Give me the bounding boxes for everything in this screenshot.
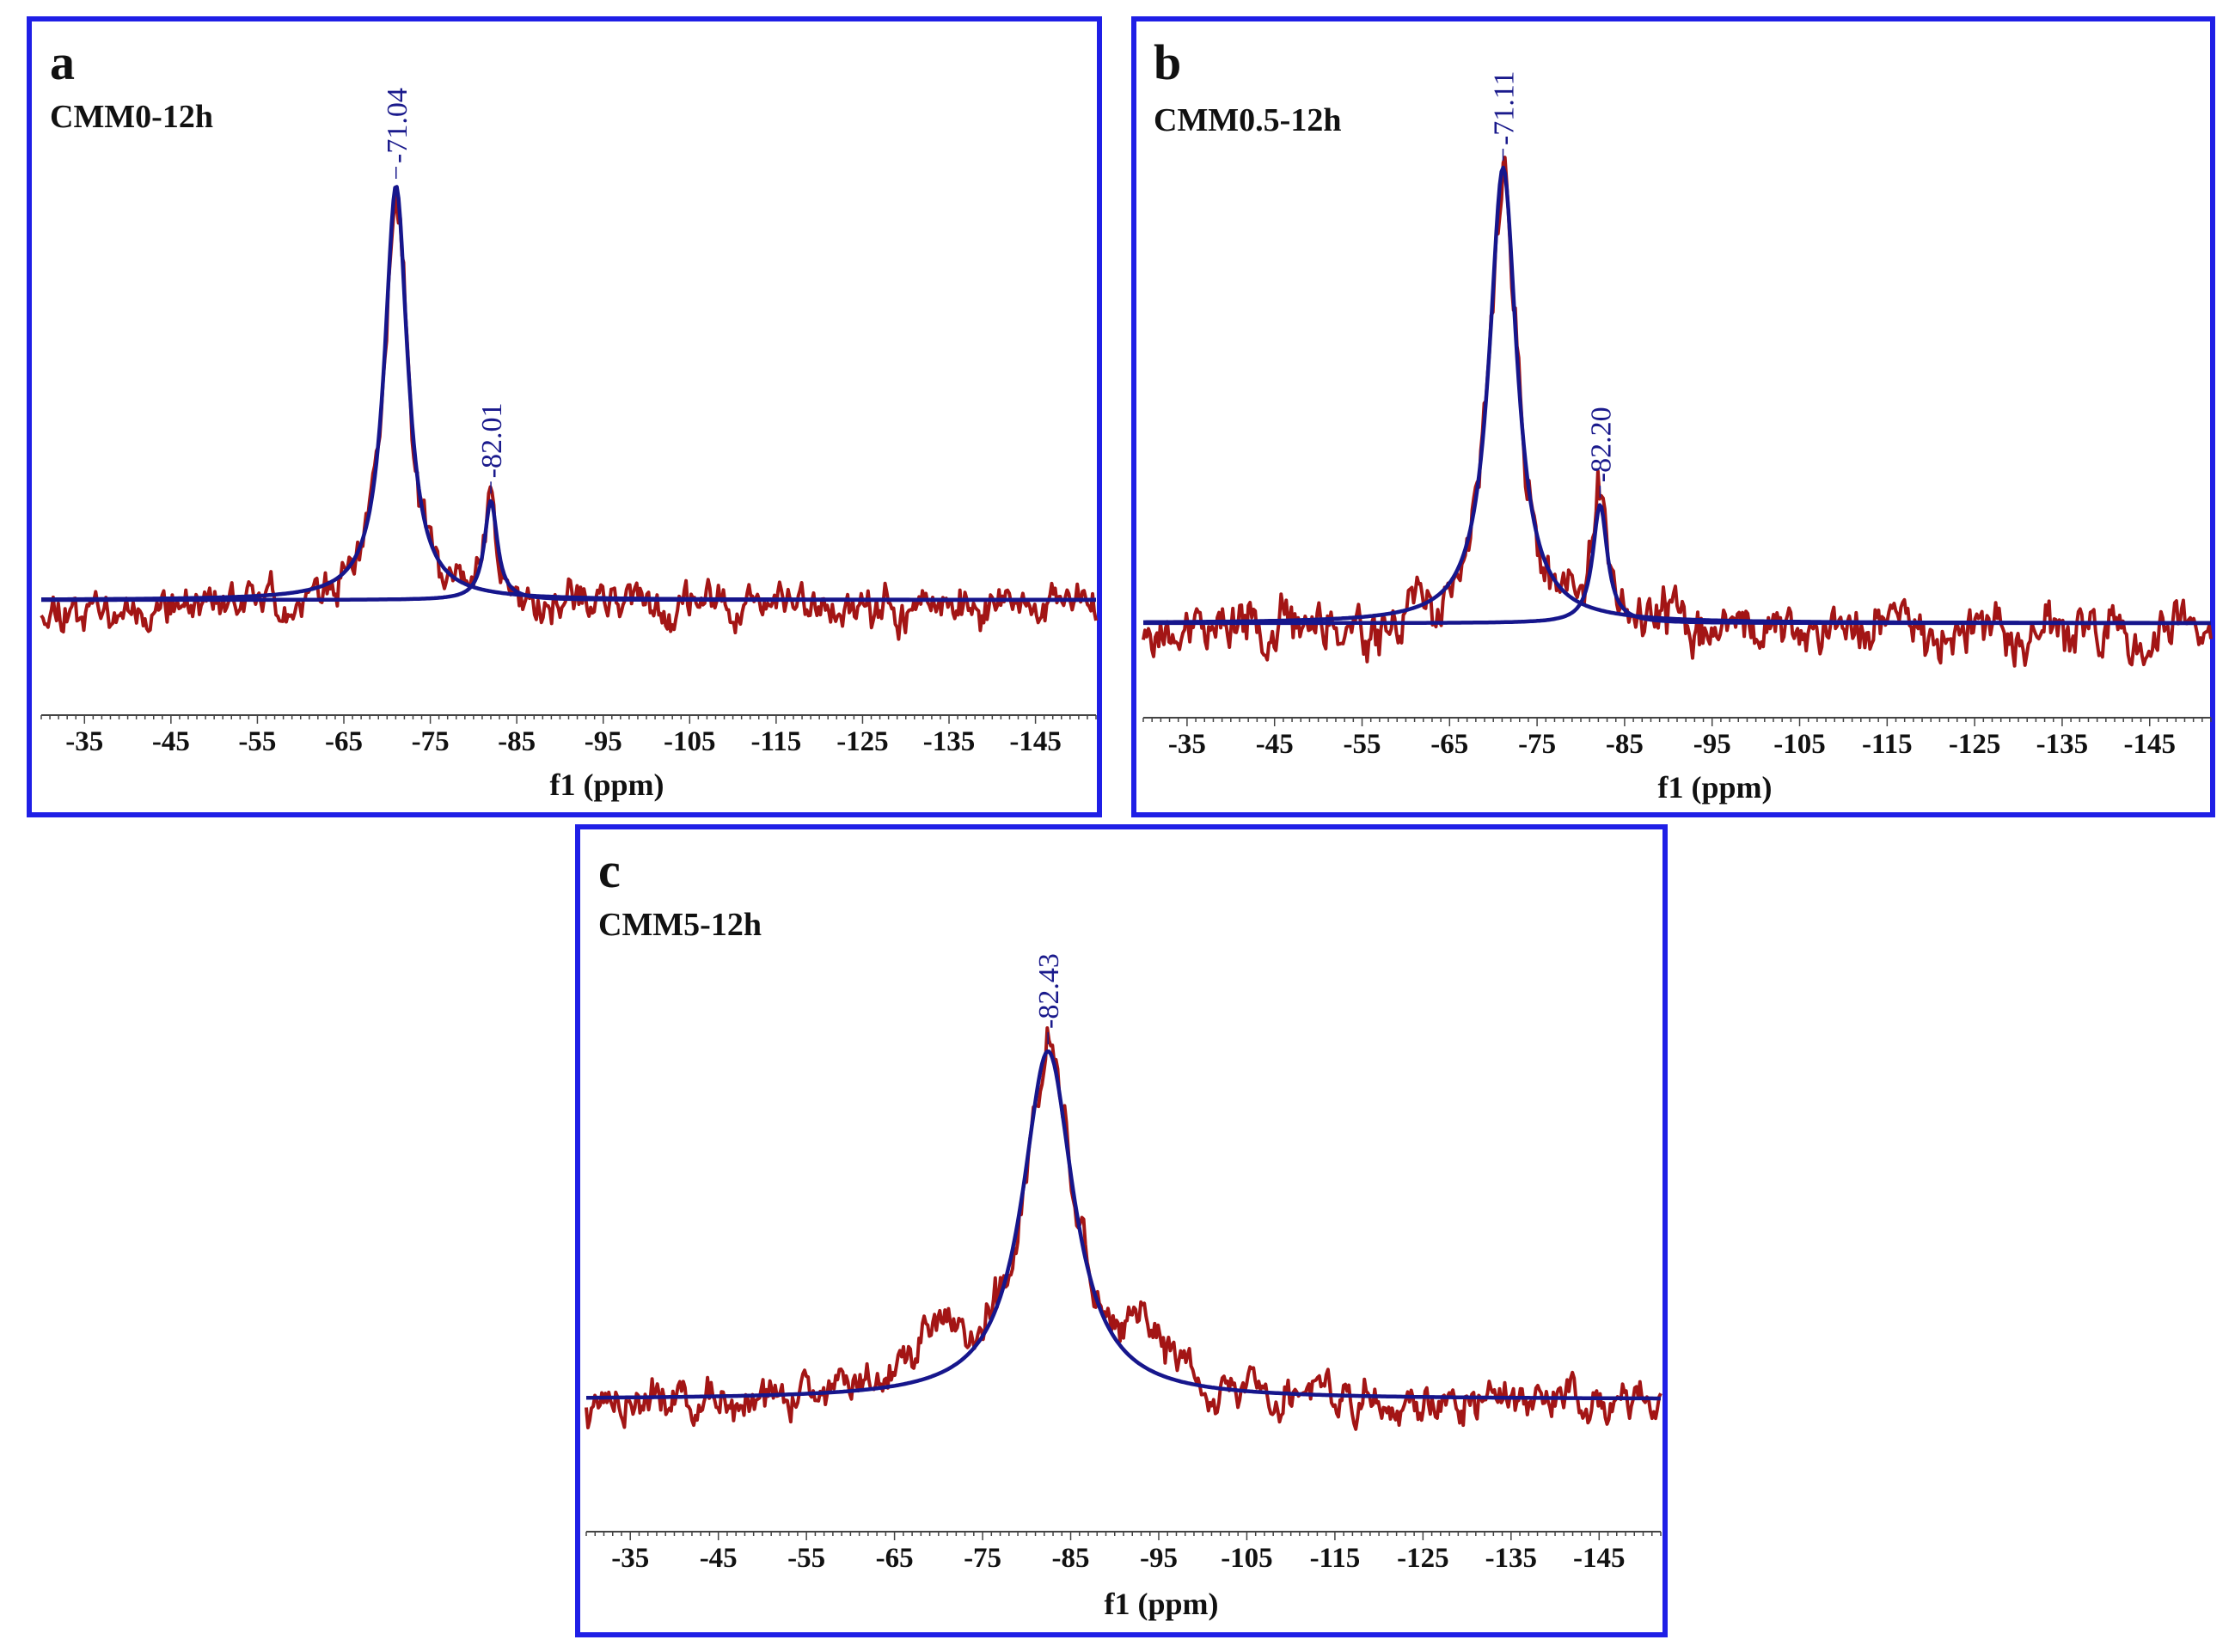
panel-a-xlabel: f1 (ppm) (550, 768, 664, 802)
x-tick-label: -65 (325, 726, 363, 757)
panel-b-xlabel: f1 (ppm) (1658, 770, 1773, 805)
panel-a-plot: -35 -45 -55 -65 -75 -85 -95 -105 -115 -125 -135 -14… (40, 88, 1098, 757)
x-tick-label: -95 (1140, 1543, 1178, 1574)
x-tick-label: -135 (1485, 1543, 1538, 1574)
x-tick-label: -55 (787, 1543, 825, 1574)
x-tick-label: -125 (1397, 1543, 1449, 1574)
x-tick-label: -145 (2123, 729, 2176, 760)
x-tick-label: -95 (585, 726, 622, 757)
x-tick-label: -45 (1256, 729, 1294, 760)
x-tick-label: -135 (923, 726, 976, 757)
x-tick-label: -85 (1606, 729, 1644, 760)
panel-b-title: CMM0.5-12h (1154, 102, 1341, 138)
panel-c-border (575, 824, 1668, 1637)
x-tick-label: -125 (836, 726, 889, 757)
panel-c-title: CMM5-12h (598, 907, 762, 943)
x-tick-label: -115 (1862, 729, 1913, 760)
panel-a-letter: a (50, 34, 75, 90)
x-tick-label: -65 (1430, 729, 1468, 760)
x-tick-label: -115 (1310, 1543, 1361, 1574)
x-tick-label: -125 (1949, 729, 2001, 760)
x-tick-label: -95 (1693, 729, 1731, 760)
peak-label: -71.11 (1489, 70, 1521, 145)
x-tick-label: -145 (1573, 1543, 1626, 1574)
fit-spectrum-line (585, 1049, 1662, 1401)
peak-label: -82.43 (1033, 953, 1065, 1029)
x-tick-label: -35 (611, 1543, 649, 1574)
x-tick-label: -105 (1773, 729, 1826, 760)
panel-a-title: CMM0-12h (50, 99, 213, 135)
x-tick-label: -115 (751, 726, 802, 757)
panel-c: c CMM5-12h -35 -45 -55 -65 -75 -85 -95 -105 -115… (575, 824, 1668, 1637)
x-tick-label: -45 (152, 726, 190, 757)
peak-label: -71.04 (382, 88, 413, 163)
x-tick-label: -35 (65, 726, 103, 757)
panel-a-border (27, 16, 1102, 817)
panel-b-plot: -35 -45 -55 -65 -75 -85 -95 -105 -115 -125 -135 -14… (1142, 70, 2213, 760)
x-tick-label: -105 (664, 726, 716, 757)
x-tick-label: -45 (700, 1543, 738, 1574)
x-tick-label: -35 (1168, 729, 1206, 760)
fit-component-1-line (1142, 165, 2212, 625)
x-tick-label: -135 (2036, 729, 2089, 760)
panel-a: a CMM0-12h -35 -45 -55 -65 -75 -85 -95 -105 -115… (27, 16, 1102, 817)
fit-component-1-line (40, 185, 1097, 603)
x-tick-label: -75 (412, 726, 450, 757)
x-tick-label: -55 (238, 726, 276, 757)
peak-label: -82.01 (476, 402, 508, 478)
panel-c-xlabel: f1 (ppm) (1105, 1587, 1219, 1621)
peak-label: -82.20 (1585, 407, 1617, 482)
x-tick-label: -75 (1518, 729, 1556, 760)
x-tick-label: -85 (498, 726, 536, 757)
x-tick-label: -65 (876, 1543, 914, 1574)
panel-c-plot: -35 -45 -55 -65 -75 -85 -95 -105 -115 -125 -135 -14… (585, 953, 1662, 1574)
panel-b-border (1131, 16, 2215, 817)
experimental-spectrum-line (1142, 156, 2213, 668)
panel-c-letter: c (598, 842, 621, 898)
panel-b: b CMM0.5-12h -35 -45 -55 -65 -75 -85 -95 -105 -1… (1131, 16, 2215, 817)
fit-component-2-line (1142, 503, 2212, 626)
experimental-spectrum-line (585, 1026, 1662, 1431)
x-tick-label: -145 (1009, 726, 1062, 757)
x-tick-label: -105 (1221, 1543, 1273, 1574)
x-tick-label: -55 (1344, 729, 1381, 760)
panel-b-letter: b (1154, 34, 1181, 90)
fit-component-2-line (40, 499, 1097, 603)
experimental-spectrum-line (40, 194, 1098, 641)
x-tick-label: -85 (1052, 1543, 1090, 1574)
x-tick-label: -75 (964, 1543, 1001, 1574)
